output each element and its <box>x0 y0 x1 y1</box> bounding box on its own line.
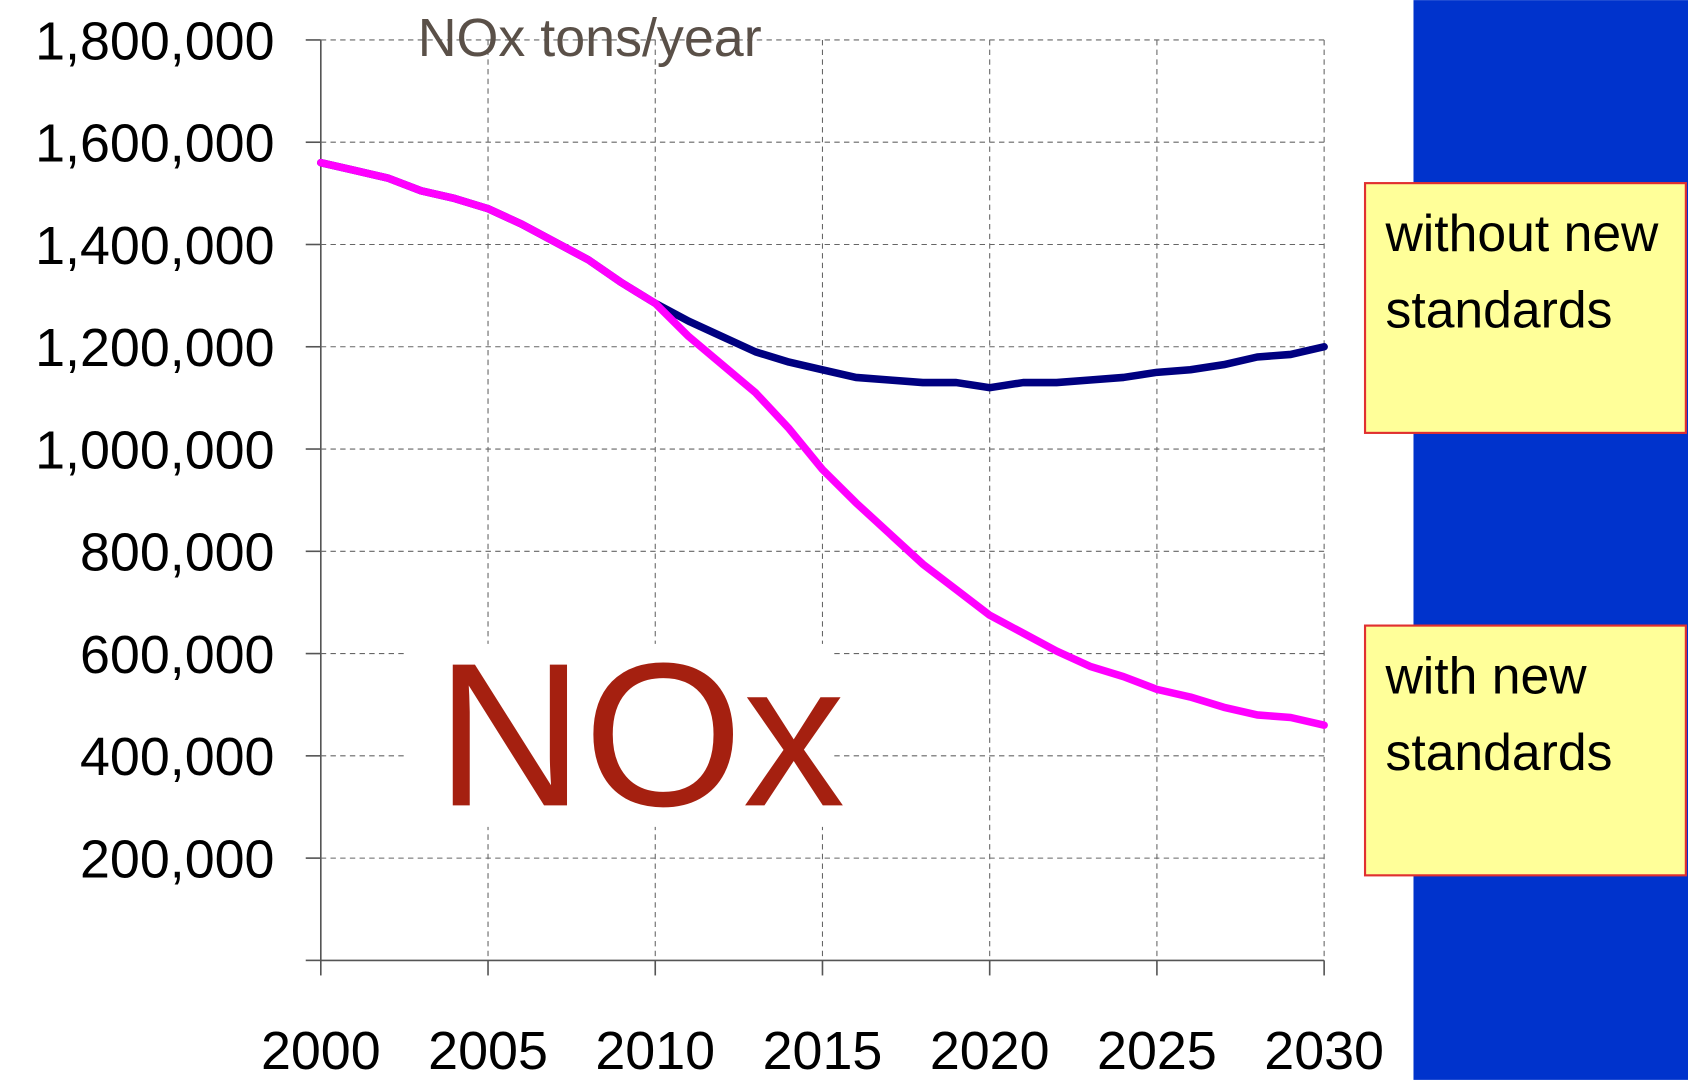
legend-entry: with new standards <box>1385 648 1613 782</box>
legend-entry: without new standards <box>1385 205 1659 340</box>
y-tick-label: 1,000,000 <box>35 420 274 480</box>
y-tick-label: 1,400,000 <box>35 216 274 276</box>
y-tick-label: 400,000 <box>80 727 275 787</box>
legend-box <box>1363 624 1687 877</box>
chart-title: NOx tons/year <box>418 8 762 68</box>
annotation: NOx <box>436 621 845 849</box>
x-tick-label: 2005 <box>428 1021 548 1080</box>
x-tick-label: 2010 <box>595 1021 715 1080</box>
legend: without new standards with new standards <box>1363 182 1687 877</box>
x-tick-label: 2025 <box>1097 1021 1217 1080</box>
legend-entry-container: with new standards <box>1385 648 1613 782</box>
x-tick-label: 2000 <box>261 1021 381 1080</box>
y-tick-label: 800,000 <box>80 523 275 583</box>
y-tick-label: 200,000 <box>80 829 275 889</box>
series-line <box>317 158 1328 729</box>
x-tick-label: 2020 <box>930 1021 1050 1080</box>
y-tick-label: 600,000 <box>80 625 275 685</box>
x-tick-label: 2015 <box>763 1021 883 1080</box>
y-tick-label: 1,800,000 <box>35 11 274 71</box>
x-tick-label: 2030 <box>1264 1021 1384 1080</box>
y-tick-label: 1,600,000 <box>35 114 274 174</box>
legend-entry-container: without new standards <box>1385 205 1659 340</box>
grid: 200,000 400,000 600,000 800,000 1,000,000 1,2… <box>35 11 1384 1080</box>
side-panel <box>1413 0 1688 1080</box>
y-tick-label: 1,200,000 <box>35 318 274 378</box>
legend-box <box>1363 182 1687 434</box>
annotation-background <box>406 643 834 827</box>
lines <box>317 158 1328 729</box>
